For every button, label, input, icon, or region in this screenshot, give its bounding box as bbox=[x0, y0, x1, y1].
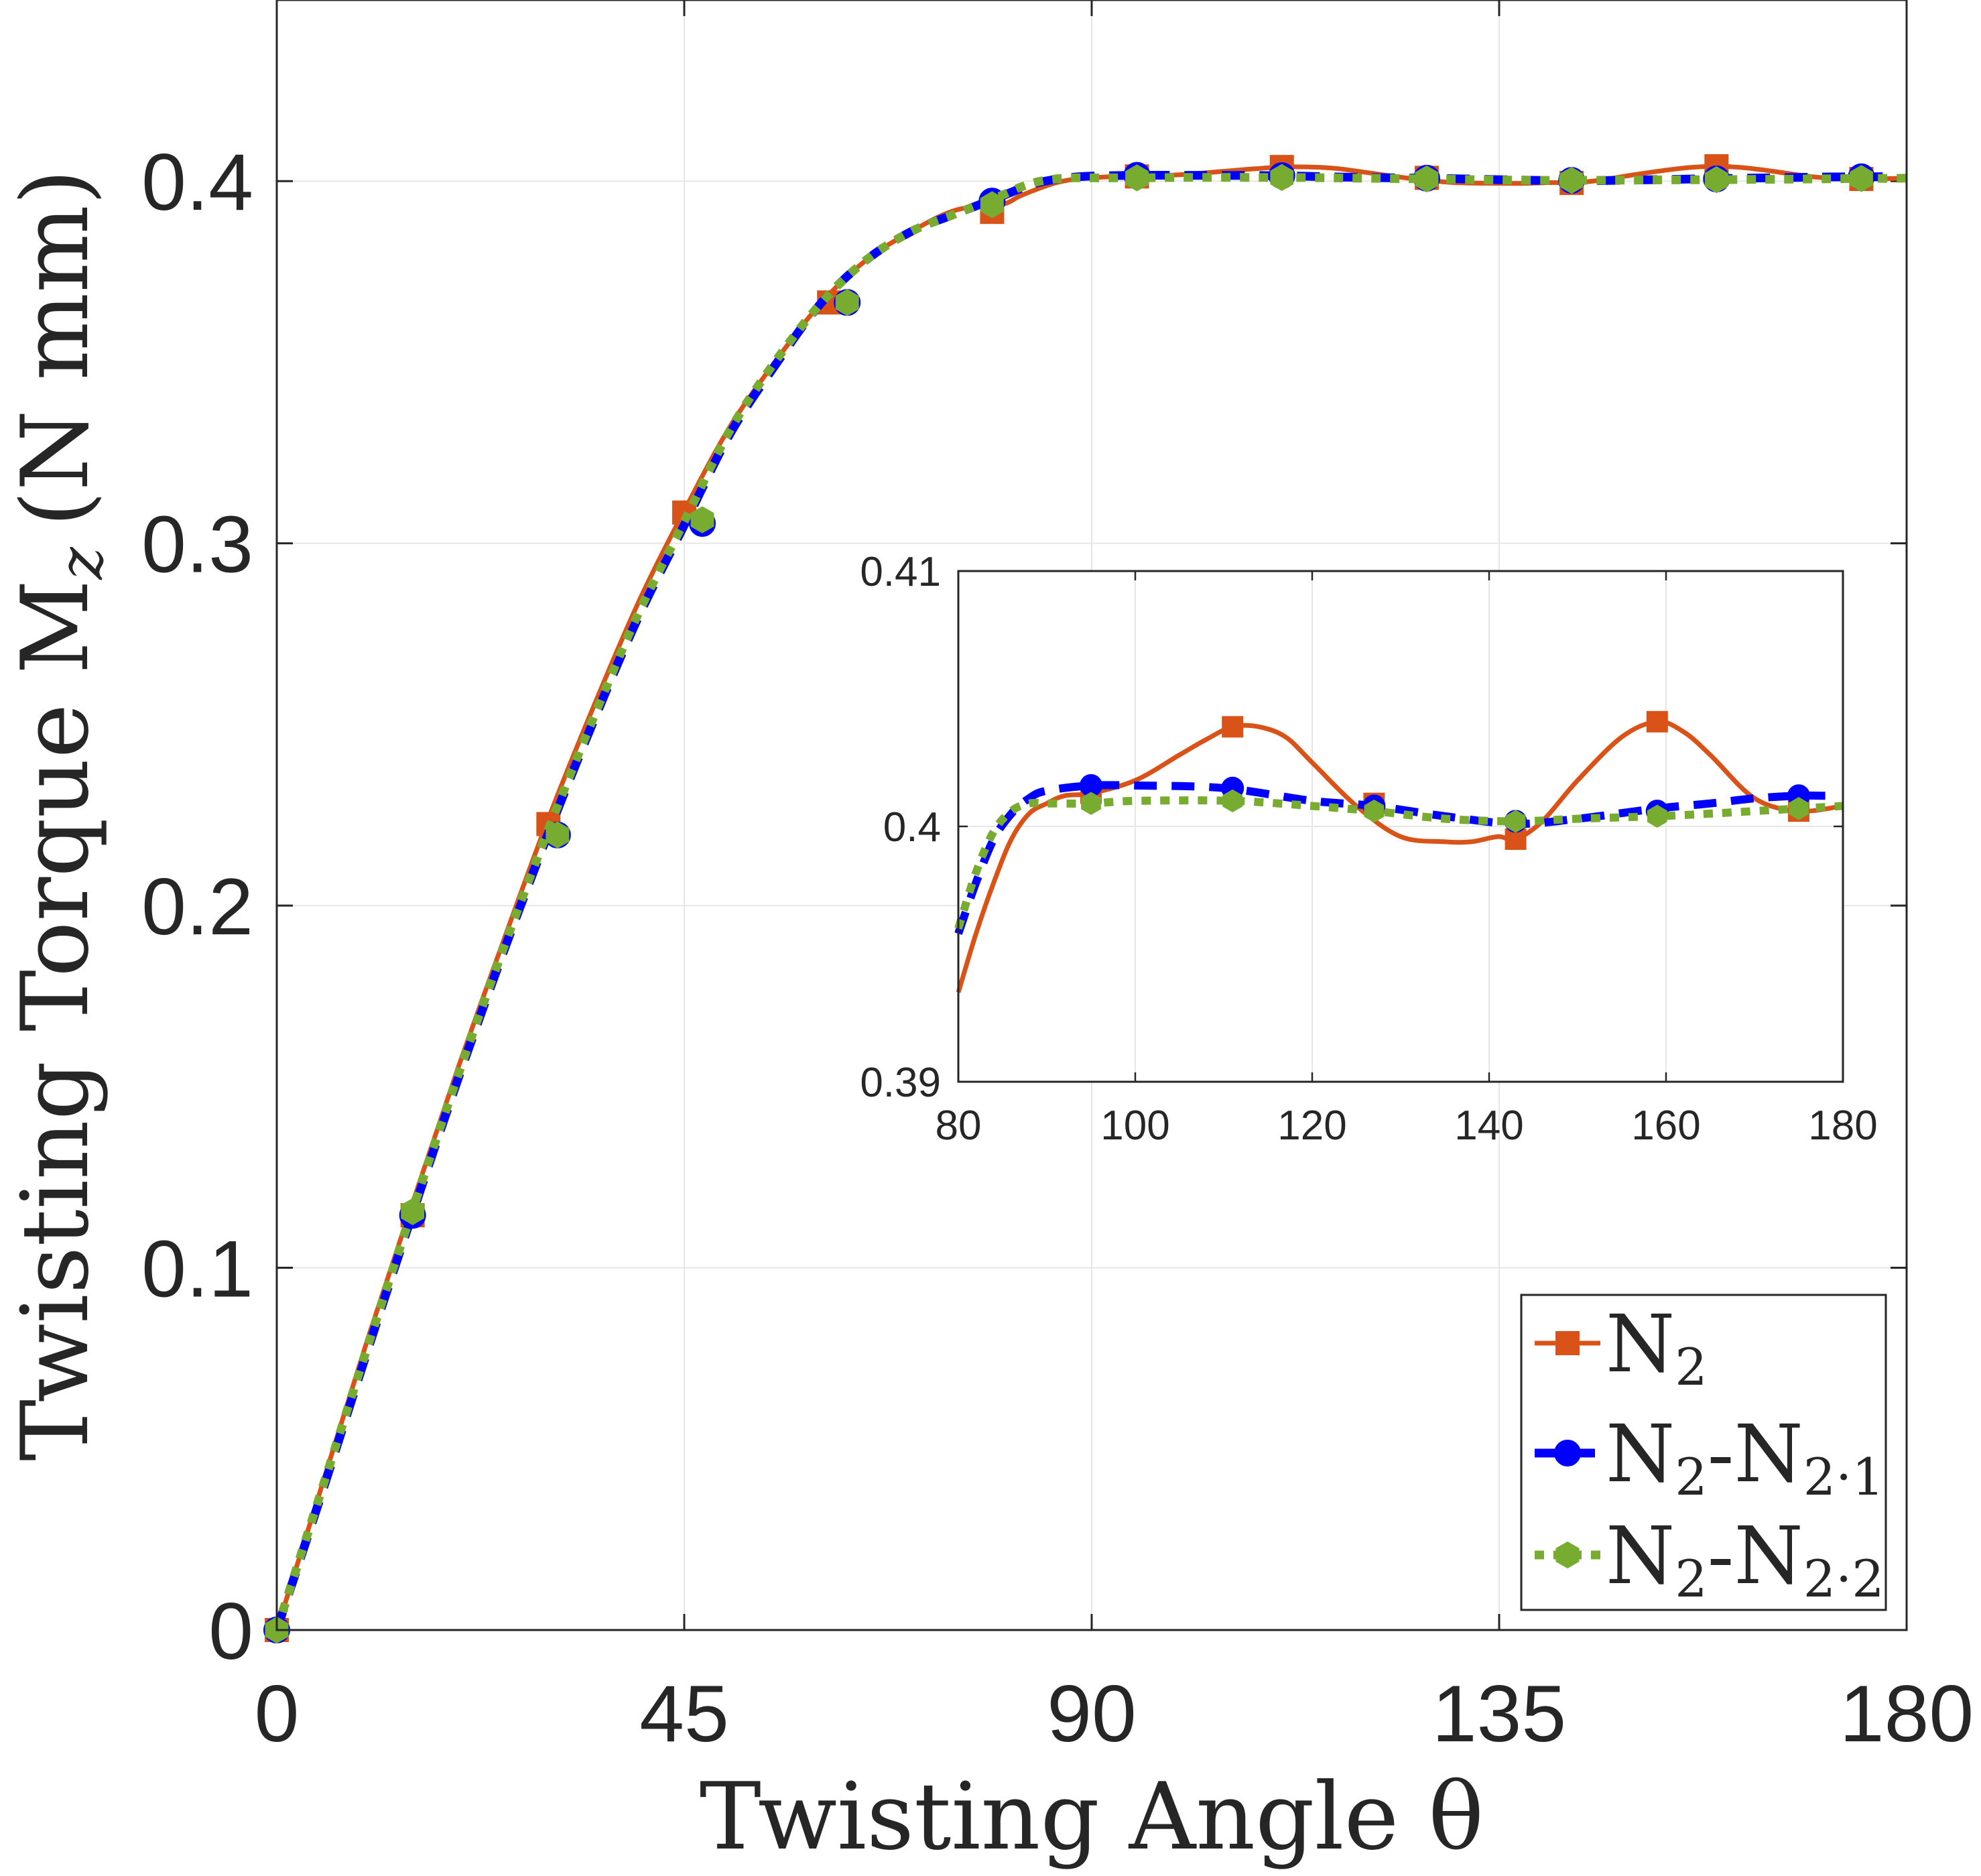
inset-series bbox=[954, 710, 1844, 993]
series-3-main-marker bbox=[1850, 165, 1873, 192]
legend-marker-swatch bbox=[1555, 1331, 1580, 1355]
series-3-inset-line bbox=[954, 796, 1844, 930]
main-x-tick-label: 135 bbox=[1432, 1669, 1566, 1759]
series-3-inset-marker bbox=[1505, 810, 1526, 833]
series-2-inset-line bbox=[954, 781, 1826, 935]
series-3-inset-marker bbox=[1647, 804, 1667, 828]
y-axis-label-subscript: z bbox=[45, 547, 117, 580]
main-y-tick-label: 0.2 bbox=[141, 862, 253, 952]
inset-x-tick-label: 180 bbox=[1808, 1103, 1877, 1149]
inset-y-tick-label: 0.4 bbox=[883, 804, 941, 851]
series-3-inset-marker bbox=[1364, 799, 1385, 823]
series-3-main-marker bbox=[1704, 166, 1728, 194]
main-axes-frame bbox=[275, 0, 1908, 1631]
series-3-inset-marker bbox=[1081, 792, 1101, 815]
main-y-tick-label: 0.1 bbox=[141, 1225, 253, 1314]
inset-axes-frame bbox=[957, 570, 1844, 1083]
main-y-tick-label: 0.3 bbox=[141, 500, 253, 590]
y-axis-label-suffix: (N mm) bbox=[1, 169, 109, 527]
legend-label: N2-N2·2 bbox=[1606, 1509, 1884, 1609]
legend-entry-3: N2-N2·2 bbox=[1535, 1509, 1884, 1609]
legend-entries: N2 N2-N2·1N2-N2·2 bbox=[1535, 1298, 1884, 1609]
main-x-tick-label: 180 bbox=[1840, 1669, 1974, 1759]
legend-marker-swatch bbox=[1555, 1541, 1580, 1569]
inset-x-tick-label: 120 bbox=[1277, 1103, 1346, 1149]
legend-entry-2: N2-N2·1 bbox=[1535, 1408, 1884, 1507]
series-3-inset-marker bbox=[1222, 789, 1243, 813]
series-3-main-marker bbox=[835, 289, 859, 316]
series-3-main-marker bbox=[1270, 164, 1294, 191]
legend-marker-swatch bbox=[1554, 1440, 1581, 1466]
series-3-inset-marker bbox=[1789, 797, 1809, 820]
series-1-inset-marker bbox=[1646, 710, 1668, 733]
legend-label: N2-N2·1 bbox=[1606, 1408, 1884, 1507]
inset-ticks: 80 100 120 140 160 180 0.39 0.4 0.41 bbox=[860, 549, 1877, 1149]
main-y-tick-label: 0.4 bbox=[141, 137, 253, 227]
legend-label: N2 bbox=[1606, 1298, 1708, 1397]
main-x-tick-label: 0 bbox=[255, 1669, 300, 1759]
inset-y-tick-label: 0.39 bbox=[860, 1060, 941, 1106]
series-3-main-marker bbox=[401, 1198, 425, 1225]
inset-y-tick-label: 0.41 bbox=[860, 549, 941, 595]
main-ticks: 0 45 90 135 180 0 0.1 0.2 0.3 0.4 bbox=[141, 0, 1974, 1759]
x-axis-label: Twisting Angle θ bbox=[700, 1763, 1484, 1871]
series-3-main-line bbox=[272, 173, 1907, 1631]
series-3-main-marker bbox=[980, 191, 1004, 218]
legend: N2 N2-N2·1N2-N2·2 bbox=[1520, 1294, 1887, 1611]
inset-x-tick-label: 80 bbox=[936, 1103, 982, 1149]
inset-x-tick-label: 160 bbox=[1631, 1103, 1700, 1149]
series-3-main-marker bbox=[546, 821, 570, 849]
x-axis-label-text: Twisting Angle θ bbox=[700, 1763, 1484, 1871]
inset-x-tick-label: 100 bbox=[1100, 1103, 1169, 1149]
series-1-inset-marker bbox=[1222, 716, 1244, 738]
inset-axes: 80 100 120 140 160 180 0.39 0.4 0.41 bbox=[860, 549, 1877, 1149]
y-axis-label-prefix: Twisting Torque M bbox=[1, 580, 109, 1461]
main-x-tick-label: 45 bbox=[639, 1669, 728, 1759]
series-3-main-marker bbox=[1415, 165, 1439, 193]
series-3-main-marker bbox=[1559, 166, 1584, 194]
series-3-main-marker bbox=[1125, 164, 1149, 192]
main-x-tick-label: 90 bbox=[1047, 1669, 1136, 1759]
y-axis-label: Twisting Torque Mz (N mm) bbox=[1, 169, 117, 1461]
inset-x-tick-label: 140 bbox=[1454, 1103, 1523, 1149]
series-3-main-marker bbox=[690, 506, 714, 534]
legend-entry-1: N2 bbox=[1535, 1298, 1708, 1397]
main-y-tick-label: 0 bbox=[208, 1586, 253, 1676]
